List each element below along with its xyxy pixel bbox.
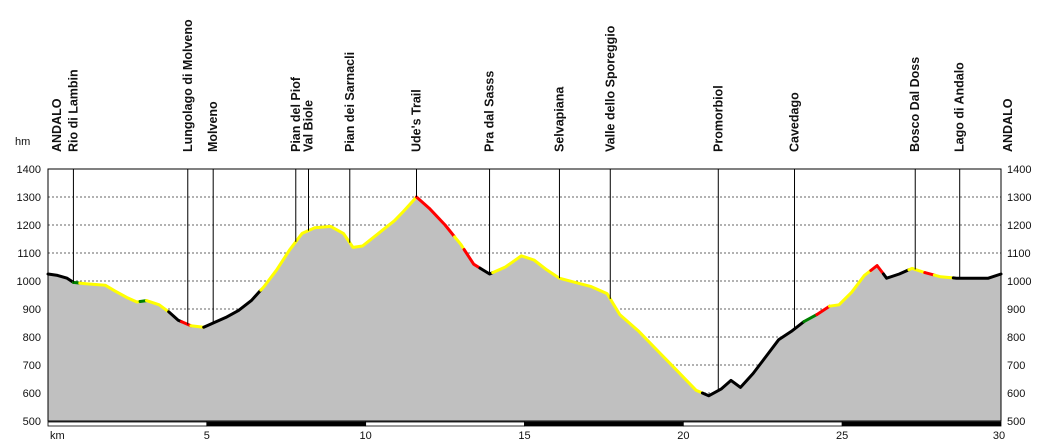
y-tick-label-left: 1300 xyxy=(17,192,41,204)
waypoint-label: ANDALO xyxy=(50,98,64,152)
y-tick-label-right: 1100 xyxy=(1007,248,1031,260)
waypoint-label: Molveno xyxy=(206,101,220,152)
terrain-area xyxy=(48,197,1001,421)
waypoint-label: ANDALO xyxy=(1001,98,1015,152)
segment-layer xyxy=(46,195,1003,398)
x-scale-band xyxy=(206,421,367,427)
y-tick-label-left: 1100 xyxy=(17,248,41,260)
y-tick-label-right: 600 xyxy=(1007,388,1025,400)
waypoint-label: Promorbiol xyxy=(711,85,725,152)
waypoint-label: Valle dello Sporeggio xyxy=(603,25,617,152)
surface-segment-dirt xyxy=(189,324,206,329)
surface-segment-dirt xyxy=(932,273,955,280)
x-tick-label: 25 xyxy=(836,430,848,442)
y-tick-label-right: 700 xyxy=(1007,360,1025,372)
surface-segment-trail xyxy=(923,271,936,277)
surface-segment-trail xyxy=(415,195,457,239)
surface-segment-dirt xyxy=(259,195,418,292)
x-axis-unit-label: km xyxy=(50,430,65,442)
y-axis-unit-label: hm xyxy=(15,136,30,148)
x-scale-band xyxy=(365,421,525,427)
surface-segment-dirt xyxy=(453,235,466,251)
surface-segment-dirt xyxy=(491,254,704,395)
area-layer xyxy=(48,197,1001,421)
x-tick-label: 5 xyxy=(204,430,210,442)
surface-segment-asphalt xyxy=(951,272,1003,280)
y-tick-label-right: 1300 xyxy=(1007,192,1031,204)
waypoint-label: Pian del Piof xyxy=(289,76,303,152)
surface-segment-asphalt xyxy=(46,272,75,284)
x-tick-label: 30 xyxy=(993,430,1005,442)
y-tick-label-left: 700 xyxy=(23,360,41,372)
axis-layer: hm km 500 500 600 600 700 700 800 800 900 900 1000… xyxy=(15,136,1031,442)
y-tick-label-right: 500 xyxy=(1007,416,1025,428)
y-tick-label-left: 1400 xyxy=(17,164,41,176)
x-tick-label: 15 xyxy=(518,430,530,442)
x-scale-band xyxy=(524,421,684,427)
waypoint-label: Cavedago xyxy=(788,92,802,152)
waypoint-layer: ANDALO Rio di Lambin Lungolago di Molveno M… xyxy=(50,19,1015,391)
surface-segment-dirt xyxy=(828,269,873,308)
x-scale-band xyxy=(682,421,843,427)
y-tick-label-left: 900 xyxy=(23,304,41,316)
surface-segment-asphalt xyxy=(202,288,263,329)
surface-segment-trail xyxy=(462,248,482,270)
y-tick-label-right: 800 xyxy=(1007,332,1025,344)
plot-frame xyxy=(47,168,1002,422)
waypoint-label: Selvapiana xyxy=(552,86,566,152)
y-tick-label-right: 1200 xyxy=(1007,220,1031,232)
y-tick-label-left: 1000 xyxy=(17,276,41,288)
waypoint-label: Lago di Andalo xyxy=(953,62,967,152)
x-scale-band xyxy=(47,421,208,427)
y-tick-label-left: 500 xyxy=(23,416,41,428)
waypoint-label: Val Biole xyxy=(302,100,316,152)
surface-segment-dirt xyxy=(145,299,171,314)
y-tick-label-right: 1400 xyxy=(1007,164,1031,176)
y-tick-label-left: 1200 xyxy=(17,220,41,232)
waypoint-label: Pian dei Sarnacli xyxy=(343,52,357,152)
surface-segment-asphalt xyxy=(700,320,806,398)
surface-segment-dirt xyxy=(78,281,142,304)
surface-segment-trail xyxy=(815,304,831,317)
waypoint-label: Lungolago di Molveno xyxy=(181,19,195,152)
surface-segment-trail xyxy=(869,264,885,276)
x-tick-label: 10 xyxy=(360,430,372,442)
y-tick-label-left: 600 xyxy=(23,388,41,400)
x-scale-band xyxy=(841,421,1002,427)
waypoint-label: Bosco Dal Doss xyxy=(908,57,922,152)
surface-segment-other xyxy=(802,313,819,324)
waypoint-label: Rio di Lambin xyxy=(66,69,80,152)
surface-segment-dirt xyxy=(907,266,927,275)
y-tick-label-right: 900 xyxy=(1007,304,1025,316)
x-tick-label: 20 xyxy=(677,430,689,442)
y-tick-label-right: 1000 xyxy=(1007,276,1031,288)
surface-segment-trail xyxy=(179,320,193,328)
waypoint-label: Pra dal Sasss xyxy=(483,71,497,152)
y-tick-label-left: 800 xyxy=(23,332,41,344)
surface-segment-asphalt xyxy=(882,268,911,280)
waypoint-label: Ude's Trail xyxy=(410,89,424,152)
